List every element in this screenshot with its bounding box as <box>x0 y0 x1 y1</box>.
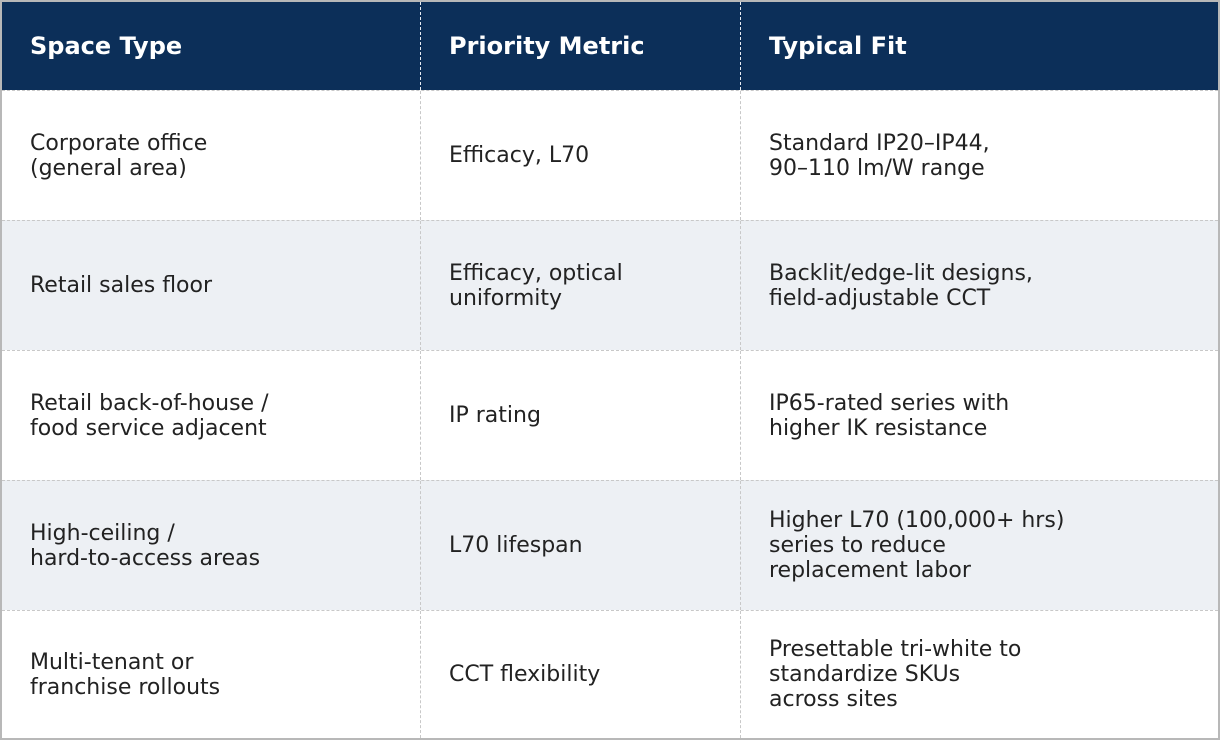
cell-text: franchise rollouts <box>30 674 221 700</box>
header-space-type: Space Type <box>30 32 183 60</box>
cell-text: (general area) <box>30 155 187 181</box>
table-row: Retail back-of-house / food service adja… <box>2 350 1218 480</box>
cell-priority-metric: Efficacy, optical uniformity <box>420 221 740 350</box>
cell-space-type: Multi-tenant or franchise rollouts <box>2 611 420 738</box>
cell-text: Retail sales floor <box>30 273 213 298</box>
cell-text: Presettable tri-white to <box>769 637 1022 662</box>
cell-typical-fit: Presettable tri-white to standardize SKU… <box>740 611 1218 738</box>
cell-text: replacement labor <box>769 558 971 583</box>
cell-text: Retail back-of-house / <box>30 390 269 416</box>
cell-text: Backlit/edge-lit designs, <box>769 260 1033 286</box>
cell-text: series to reduce <box>769 533 946 558</box>
cell-typical-fit: IP65-rated series with higher IK resista… <box>740 351 1218 480</box>
cell-text: CCT flexibility <box>449 662 601 687</box>
cell-text: L70 lifespan <box>449 533 583 558</box>
cell-text: IP rating <box>449 403 541 428</box>
cell-priority-metric: IP rating <box>420 351 740 480</box>
cell-text: higher IK resistance <box>769 415 988 441</box>
cell-text: uniformity <box>449 285 563 311</box>
cell-typical-fit: Backlit/edge-lit designs, field-adjustab… <box>740 221 1218 350</box>
cell-text: across sites <box>769 687 898 712</box>
cell-priority-metric: L70 lifespan <box>420 481 740 610</box>
cell-typical-fit: Standard IP20–IP44, 90–110 lm/W range <box>740 91 1218 220</box>
cell-priority-metric: CCT flexibility <box>420 611 740 738</box>
cell-text: Standard IP20–IP44, <box>769 130 990 156</box>
cell-text: Efficacy, optical <box>449 260 623 286</box>
cell-text: IP65-rated series with <box>769 390 1010 416</box>
table-row: Multi-tenant or franchise rollouts CCT f… <box>2 610 1218 738</box>
cell-text: Efficacy, L70 <box>449 143 590 168</box>
header-priority-metric: Priority Metric <box>420 2 740 90</box>
cell-text: Multi-tenant or <box>30 649 194 675</box>
table-row: Corporate office (general area) Efficacy… <box>2 90 1218 220</box>
cell-text: 90–110 lm/W range <box>769 155 985 181</box>
header-typical-fit: Typical Fit <box>740 2 1218 90</box>
cell-text: standardize SKUs <box>769 662 961 687</box>
cell-space-type: Corporate office (general area) <box>2 91 420 220</box>
cell-space-type: Retail back-of-house / food service adja… <box>2 351 420 480</box>
table-row: Retail sales floor Efficacy, optical uni… <box>2 220 1218 350</box>
table-header-row: Space Type Priority Metric Typical Fit <box>2 2 1218 90</box>
cell-typical-fit: Higher L70 (100,000+ hrs) series to redu… <box>740 481 1218 610</box>
table-row: High-ceiling / hard-to-access areas L70 … <box>2 480 1218 610</box>
cell-text: Higher L70 (100,000+ hrs) <box>769 508 1065 533</box>
cell-text: Corporate office <box>30 130 208 156</box>
cell-text: High-ceiling / <box>30 520 175 546</box>
cell-priority-metric: Efficacy, L70 <box>420 91 740 220</box>
cell-text: field-adjustable CCT <box>769 285 991 311</box>
cell-text: food service adjacent <box>30 415 267 441</box>
cell-space-type: Retail sales floor <box>2 221 420 350</box>
cell-space-type: High-ceiling / hard-to-access areas <box>2 481 420 610</box>
cell-text: hard-to-access areas <box>30 545 261 571</box>
